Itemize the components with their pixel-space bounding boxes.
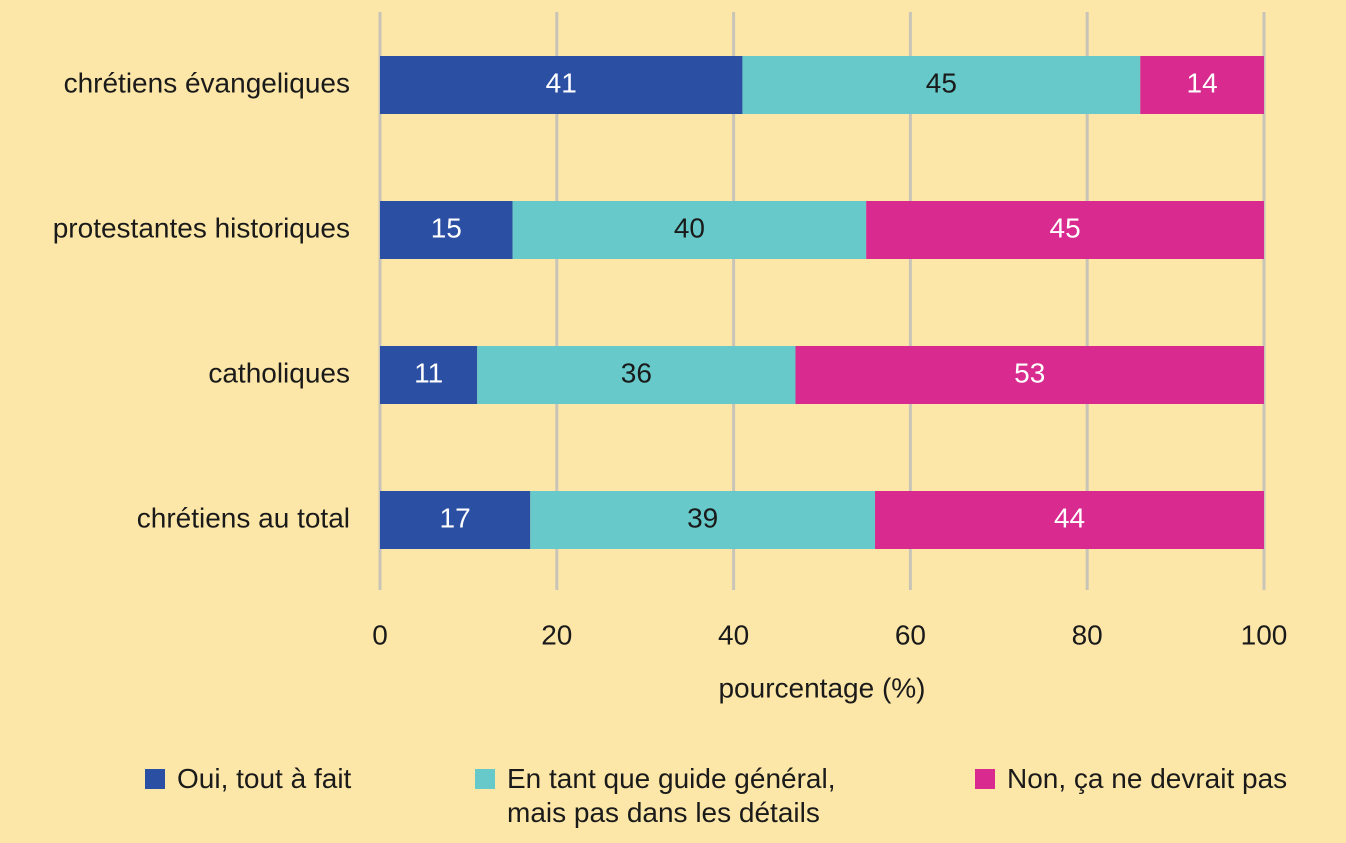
data-label: 36 bbox=[621, 357, 652, 388]
legend-item: En tant que guide général, mais pas dans… bbox=[475, 762, 865, 830]
x-tick-label: 40 bbox=[718, 619, 749, 650]
bar-segment bbox=[866, 201, 1264, 259]
data-label: 40 bbox=[674, 212, 705, 243]
bar-segment bbox=[1140, 56, 1264, 114]
x-axis-label: pourcentage (%) bbox=[718, 672, 925, 703]
x-tick-label: 0 bbox=[372, 619, 388, 650]
legend-swatch bbox=[145, 769, 165, 789]
legend-item: Oui, tout à fait bbox=[145, 762, 351, 796]
bar-segment bbox=[795, 346, 1264, 404]
data-label: 53 bbox=[1014, 357, 1045, 388]
bar-segment bbox=[380, 491, 531, 549]
data-label: 39 bbox=[687, 502, 718, 533]
x-tick-label: 60 bbox=[895, 619, 926, 650]
y-tick-label: chrétiens évangeliques bbox=[64, 67, 350, 98]
data-label: 45 bbox=[1050, 212, 1081, 243]
x-tick-label: 100 bbox=[1241, 619, 1288, 650]
x-tick-label: 80 bbox=[1072, 619, 1103, 650]
data-label: 14 bbox=[1187, 67, 1218, 98]
bar-segment bbox=[380, 201, 513, 259]
legend-label: Oui, tout à fait bbox=[177, 763, 352, 794]
y-tick-label: protestantes historiques bbox=[53, 212, 350, 243]
legend: Oui, tout à fait En tant que guide généra… bbox=[0, 762, 1346, 842]
data-label: 41 bbox=[546, 67, 577, 98]
bar-segment bbox=[742, 56, 1141, 114]
x-tick-label: 20 bbox=[541, 619, 572, 650]
y-tick-label: catholiques bbox=[208, 357, 350, 388]
legend-label: En tant que guide général, mais pas dans… bbox=[507, 763, 836, 828]
data-label: 45 bbox=[926, 67, 957, 98]
bar-segment bbox=[512, 201, 867, 259]
bar-segment bbox=[477, 346, 796, 404]
data-label: 17 bbox=[440, 502, 471, 533]
bar-segment bbox=[530, 491, 876, 549]
legend-item: Non, ça ne devrait pas bbox=[975, 762, 1287, 796]
y-tick-label: chrétiens au total bbox=[137, 502, 350, 533]
bar-segment bbox=[380, 346, 478, 404]
data-label: 15 bbox=[431, 212, 462, 243]
legend-swatch bbox=[975, 769, 995, 789]
legend-swatch bbox=[475, 769, 495, 789]
bar-segment bbox=[875, 491, 1264, 549]
chart: pourcentage (%) 0 20 40 60 80 100 chrétiens év… bbox=[53, 12, 1288, 703]
data-label: 11 bbox=[414, 357, 443, 388]
data-label: 44 bbox=[1054, 502, 1085, 533]
legend-label: Non, ça ne devrait pas bbox=[1007, 763, 1288, 794]
bar-segment bbox=[380, 56, 743, 114]
